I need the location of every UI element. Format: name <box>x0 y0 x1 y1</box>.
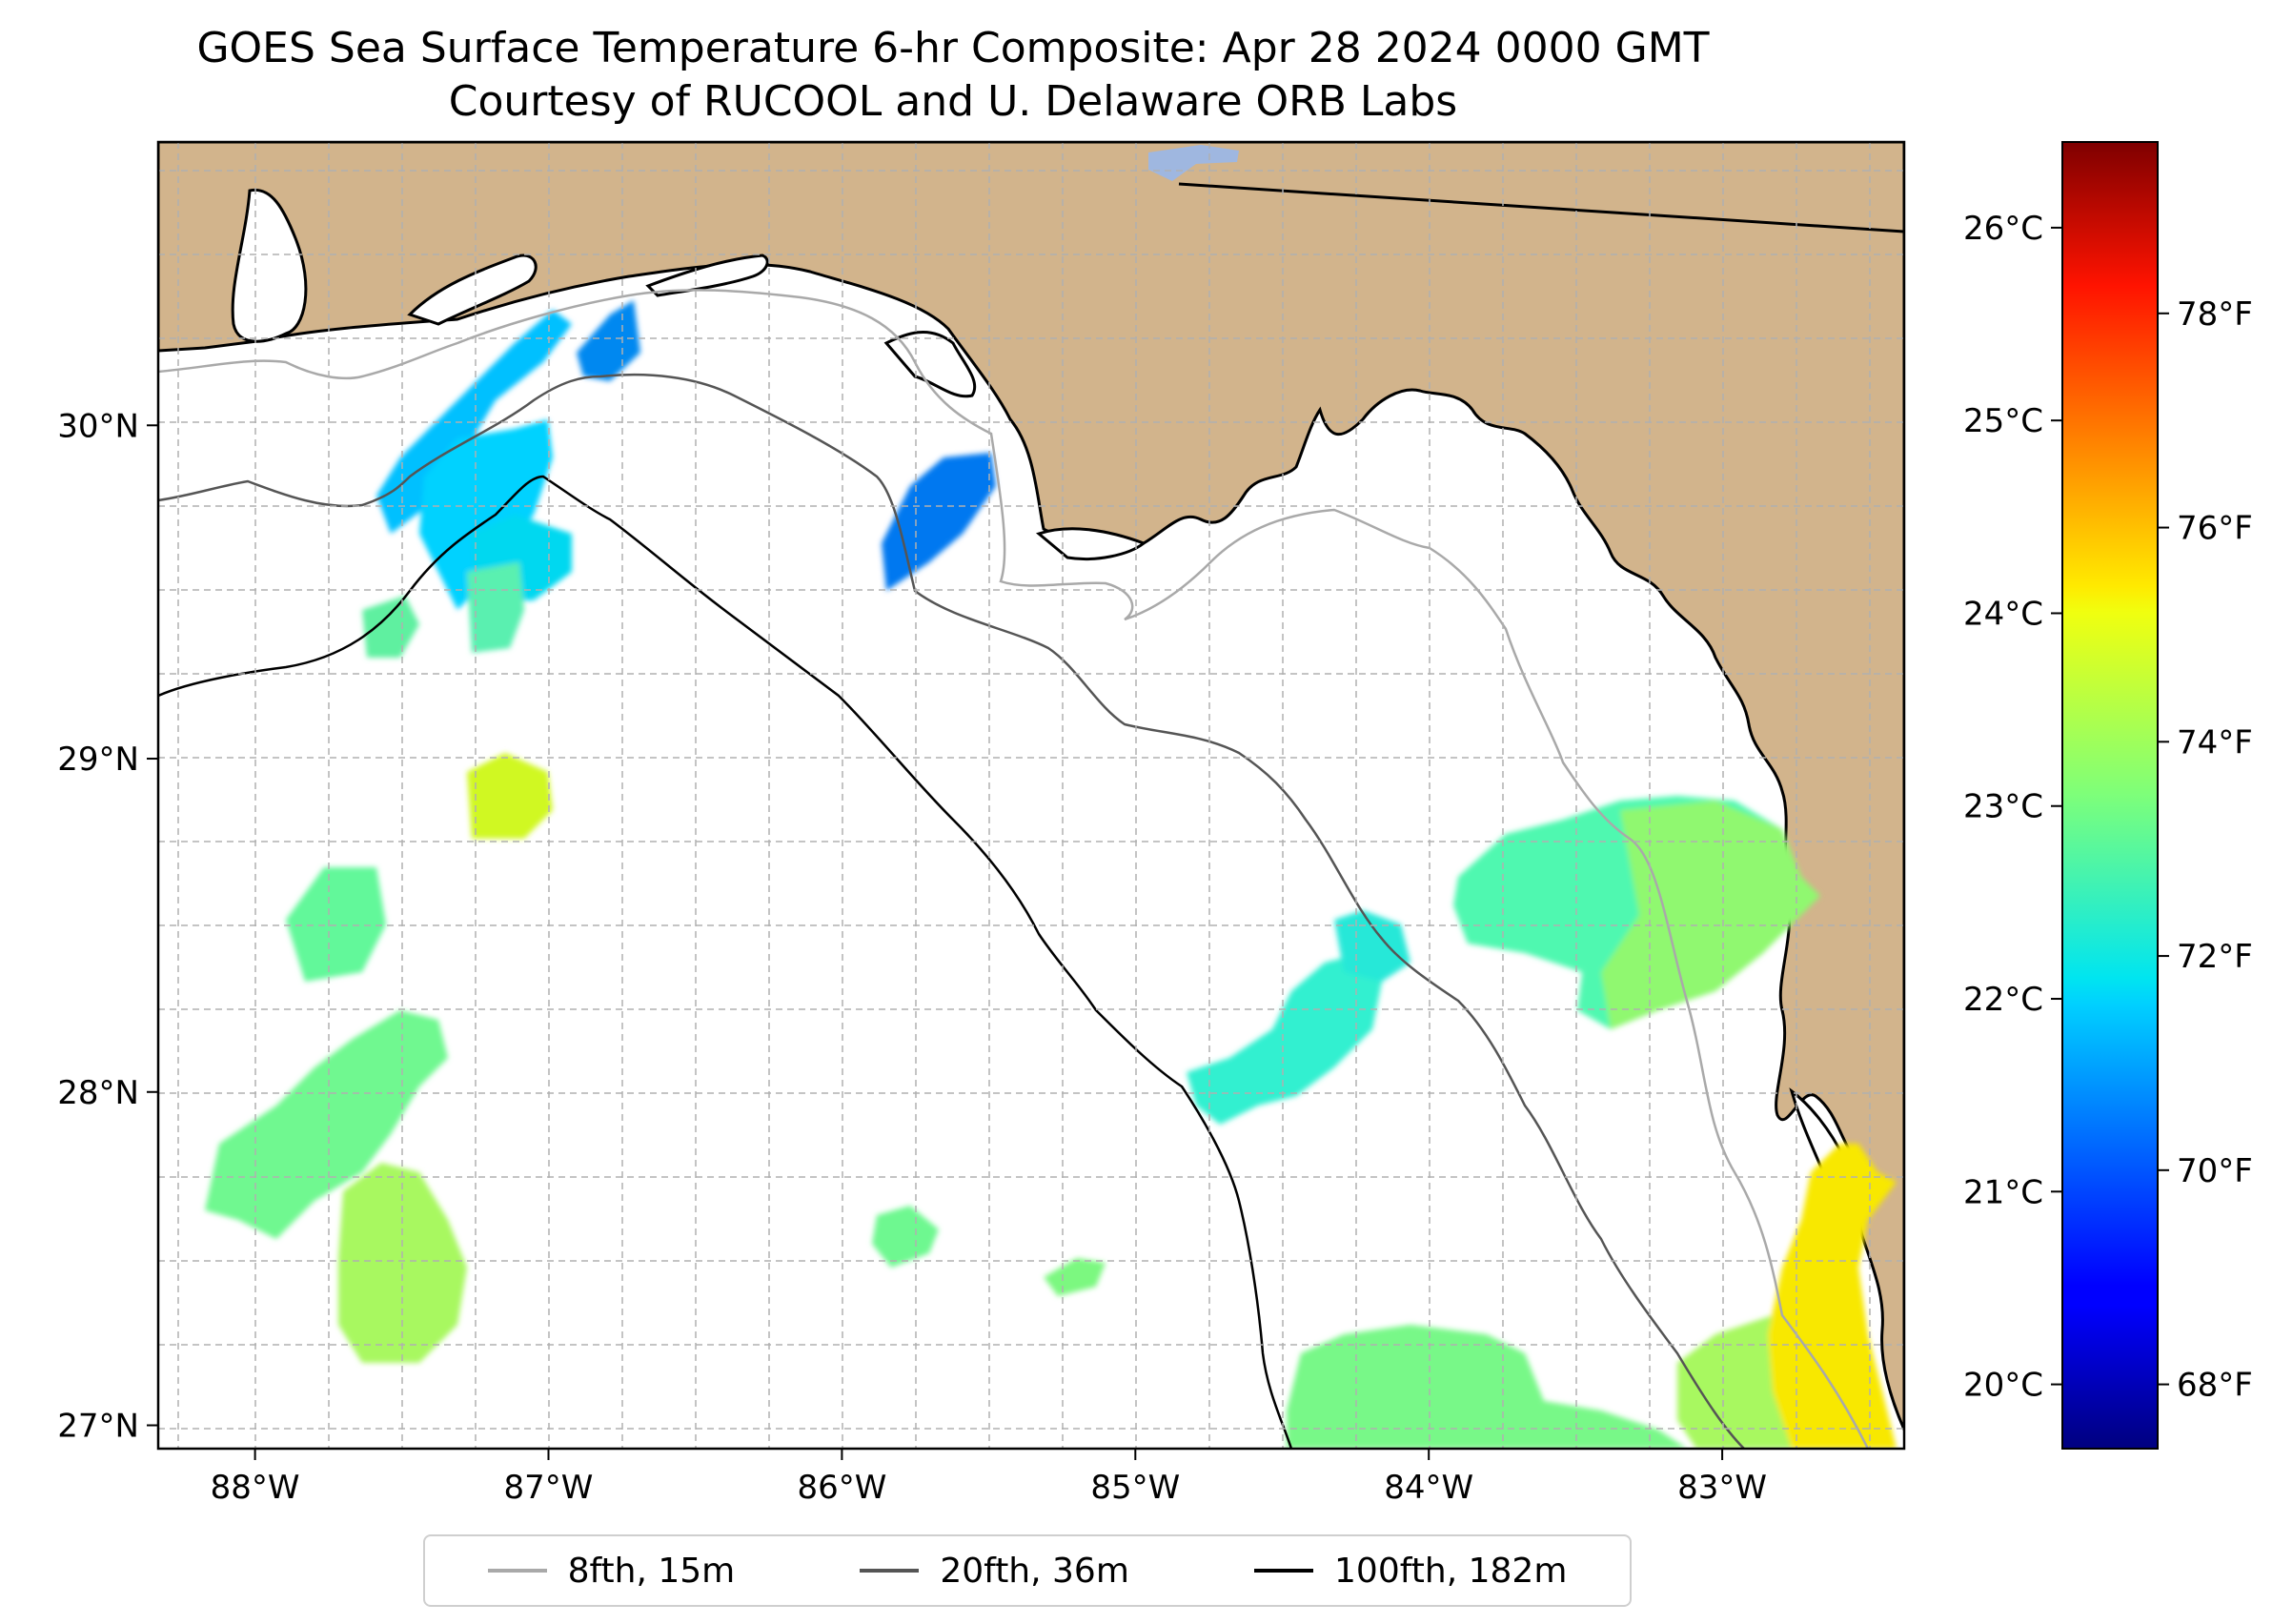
page-title: GOES Sea Surface Temperature 6-hr Compos… <box>196 24 1710 72</box>
isobath-100fth <box>158 475 1293 1449</box>
legend-swatch-20fth <box>860 1569 920 1573</box>
sst-patch <box>1187 953 1382 1125</box>
legend-swatch-8fth <box>487 1569 547 1573</box>
state-boundary <box>1178 182 1904 233</box>
colorbar-f-label: 70°F <box>2177 1152 2253 1190</box>
lon-tick-label: 86°W <box>797 1469 886 1507</box>
sst-patch <box>467 753 553 839</box>
legend-item-8fth: 8fth, 15m <box>487 1551 736 1591</box>
sst-patch <box>1601 801 1820 1029</box>
colorbar-f-label: 68°F <box>2177 1367 2253 1405</box>
legend-label-20fth: 20fth, 36m <box>940 1551 1129 1591</box>
colorbar-f-label: 74°F <box>2177 723 2253 761</box>
sst-patch <box>872 1206 939 1268</box>
colorbar-f-label: 72°F <box>2177 938 2253 976</box>
colorbar-f-label: 78°F <box>2177 295 2253 334</box>
sst-data-layer <box>205 300 1897 1449</box>
st-andrew-bay <box>883 330 977 398</box>
lake-seminole <box>1148 145 1239 181</box>
colorbar-f-label: 76°F <box>2177 510 2253 548</box>
mobile-bay <box>231 188 308 343</box>
gridlines <box>158 142 1904 1449</box>
colorbar-c-label: 22°C <box>1963 981 2043 1019</box>
sst-patch <box>467 562 524 653</box>
lon-tick-label: 84°W <box>1384 1469 1473 1507</box>
lat-axis: 27°N 28°N 29°N 30°N <box>57 407 158 1446</box>
legend-swatch-100fth <box>1254 1569 1314 1573</box>
sst-patch <box>1287 1325 1687 1449</box>
lat-tick-label: 28°N <box>57 1074 139 1112</box>
isobath-legend: 8fth, 15m 20fth, 36m 100fth, 182m <box>423 1534 1632 1607</box>
lon-tick-label: 85°W <box>1090 1469 1180 1507</box>
colorbar-f-axis: 68°F 70°F 72°F 74°F 76°F 78°F <box>2158 295 2253 1405</box>
colorbar-c-label: 20°C <box>1963 1367 2043 1405</box>
colorbar-c-axis: 20°C 21°C 22°C 23°C 24°C 25°C 26°C <box>1963 210 2062 1405</box>
colorbar-c-label: 26°C <box>1963 210 2043 248</box>
legend-item-100fth: 100fth, 182m <box>1254 1552 1567 1591</box>
isobath-20fth <box>158 373 1745 1449</box>
colorbar-c-label: 25°C <box>1963 402 2043 440</box>
sst-patch <box>1768 1144 1897 1449</box>
sst-patch <box>419 419 553 610</box>
sst-patch <box>362 596 419 658</box>
lat-tick-label: 30°N <box>57 407 139 445</box>
colorbar <box>2061 141 2159 1450</box>
legend-label-8fth: 8fth, 15m <box>567 1551 736 1591</box>
sst-patch <box>577 300 640 381</box>
sst-patch <box>286 867 386 982</box>
legend-item-20fth: 20fth, 36m <box>860 1552 1129 1591</box>
lon-tick-label: 87°W <box>504 1469 594 1507</box>
land-mass <box>158 142 1904 1431</box>
lat-tick-label: 29°N <box>57 741 139 779</box>
lon-tick-label: 83°W <box>1677 1469 1767 1507</box>
sst-patch <box>1044 1258 1106 1296</box>
sst-patch <box>1334 910 1410 982</box>
map-frame <box>156 140 1906 1451</box>
colorbar-c-label: 23°C <box>1963 788 2043 826</box>
lon-tick-label: 88°W <box>211 1469 300 1507</box>
legend-label-100fth: 100fth, 182m <box>1334 1551 1568 1591</box>
colorbar-c-label: 24°C <box>1963 595 2043 633</box>
apalachicola-bay <box>1035 527 1147 561</box>
lat-tick-label: 27°N <box>57 1408 139 1446</box>
colorbar-c-label: 21°C <box>1963 1173 2043 1211</box>
sst-patch <box>882 453 996 591</box>
sst-patch <box>205 1010 448 1239</box>
page-subtitle: Courtesy of RUCOOL and U. Delaware ORB L… <box>448 77 1458 126</box>
lon-axis: 88°W 87°W 86°W 85°W 84°W 83°W <box>211 1449 1767 1507</box>
isobath-8fth <box>158 289 1870 1449</box>
